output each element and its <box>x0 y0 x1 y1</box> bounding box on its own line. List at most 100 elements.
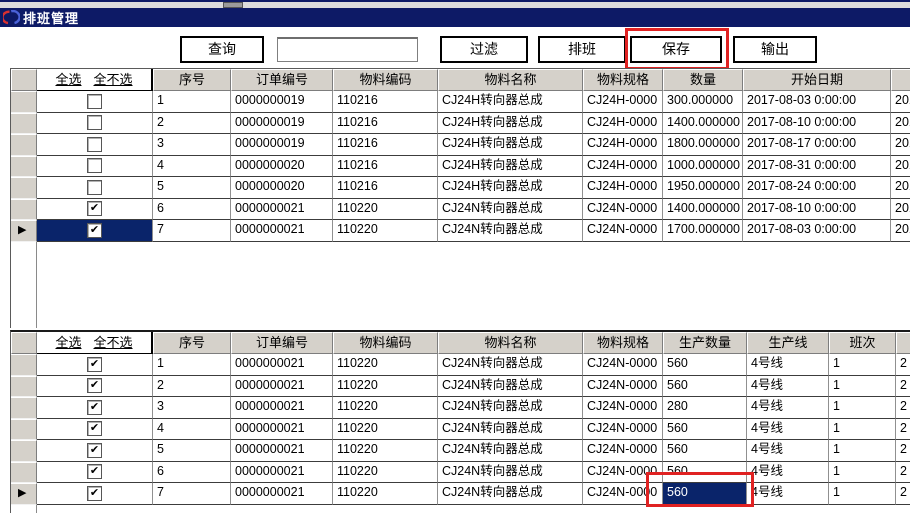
grid-cell[interactable]: 2 <box>896 397 910 419</box>
row-checkbox[interactable]: ✔ <box>87 201 102 217</box>
column-header[interactable] <box>896 332 910 354</box>
grid-cell[interactable]: 4号线 <box>747 483 829 505</box>
row-checkbox[interactable] <box>87 136 102 152</box>
grid-cell[interactable]: 2 <box>896 375 910 397</box>
grid-cell[interactable]: 1800.000000 <box>663 134 743 156</box>
row-checkbox-cell[interactable]: ✔ <box>37 397 153 419</box>
row-selector-cell[interactable] <box>11 91 37 113</box>
grid-cell[interactable]: 110220 <box>333 220 438 242</box>
grid-cell[interactable]: 5 <box>153 177 231 199</box>
grid-cell[interactable]: CJ24N-0000 <box>583 440 663 462</box>
grid-cell[interactable]: 110220 <box>333 440 438 462</box>
grid-cell[interactable]: 0000000021 <box>231 461 333 483</box>
grid-cell[interactable]: 1700.000000 <box>663 220 743 242</box>
grid-cell[interactable]: 4号线 <box>747 354 829 376</box>
row-checkbox-cell[interactable] <box>37 134 153 156</box>
grid-cell[interactable]: 4号线 <box>747 397 829 419</box>
grid-cell[interactable]: 0000000021 <box>231 375 333 397</box>
grid-cell[interactable]: 201 <box>891 220 910 242</box>
grid-cell[interactable]: CJ24H转向器总成 <box>438 177 583 199</box>
grid-cell[interactable]: 110220 <box>333 483 438 505</box>
row-selector-cell[interactable] <box>11 198 37 220</box>
grid-cell[interactable]: CJ24N转向器总成 <box>438 418 583 440</box>
column-header[interactable]: 序号 <box>153 69 231 91</box>
row-checkbox-cell[interactable]: ✔ <box>37 375 153 397</box>
row-checkbox-cell[interactable]: ✔ <box>37 354 153 376</box>
row-selector-cell[interactable] <box>11 177 37 199</box>
grid-cell[interactable]: 0000000021 <box>231 418 333 440</box>
row-checkbox[interactable] <box>87 158 102 174</box>
select-all-link[interactable]: 全选 <box>55 334 82 350</box>
grid-cell[interactable]: 2 <box>896 440 910 462</box>
row-checkbox[interactable] <box>87 93 102 109</box>
grid-cell[interactable]: 2017-08-31 0:00:00 <box>743 155 891 177</box>
schedule-button[interactable]: 排班 <box>538 36 626 63</box>
row-checkbox[interactable]: ✔ <box>87 442 102 458</box>
grid-cell[interactable]: 1400.000000 <box>663 198 743 220</box>
row-selector-cell[interactable] <box>11 354 37 376</box>
row-checkbox-cell[interactable]: ✔ <box>37 461 153 483</box>
column-header[interactable]: 生产线 <box>747 332 829 354</box>
row-checkbox-cell[interactable] <box>37 177 153 199</box>
grid-cell[interactable]: 2 <box>153 112 231 134</box>
grid-cell[interactable]: 2 <box>896 354 910 376</box>
grid-cell[interactable]: 4号线 <box>747 461 829 483</box>
grid-cell[interactable]: 0000000021 <box>231 397 333 419</box>
grid-cell[interactable]: 0000000019 <box>231 91 333 113</box>
row-checkbox[interactable]: ✔ <box>87 421 102 437</box>
grid-cell[interactable]: 0000000021 <box>231 198 333 220</box>
row-selector-cell[interactable] <box>11 397 37 419</box>
grid-cell[interactable]: 201 <box>891 91 910 113</box>
grid-cell[interactable]: 2017-08-10 0:00:00 <box>743 198 891 220</box>
grid-cell[interactable]: 0000000021 <box>231 220 333 242</box>
row-selector-cell[interactable] <box>11 155 37 177</box>
row-selector-cell[interactable] <box>11 134 37 156</box>
grid-cell[interactable]: CJ24N-0000 <box>583 198 663 220</box>
grid-cell[interactable]: CJ24N-0000 <box>583 418 663 440</box>
column-header[interactable]: 开始日期 <box>743 69 891 91</box>
row-checkbox[interactable]: ✔ <box>87 222 102 238</box>
column-header[interactable]: 订单编号 <box>231 69 333 91</box>
row-selector-cell[interactable] <box>11 418 37 440</box>
grid-cell[interactable]: 6 <box>153 461 231 483</box>
grid-cell[interactable]: 110220 <box>333 354 438 376</box>
grid-cell[interactable]: CJ24N-0000 <box>583 461 663 483</box>
grid-cell[interactable]: 560 <box>663 461 747 483</box>
column-header[interactable]: 物料编码 <box>333 332 438 354</box>
grid-cell[interactable]: 201 <box>891 198 910 220</box>
grid-cell[interactable]: 4号线 <box>747 440 829 462</box>
column-header[interactable]: 物料规格 <box>583 332 663 354</box>
grid-cell[interactable]: 7 <box>153 483 231 505</box>
column-header[interactable]: 序号 <box>153 332 231 354</box>
grid-cell[interactable]: 110220 <box>333 461 438 483</box>
grid-cell[interactable]: 560 <box>663 418 747 440</box>
grid-cell[interactable]: CJ24N-0000 <box>583 375 663 397</box>
grid-cell[interactable]: 110216 <box>333 155 438 177</box>
grid-cell[interactable]: 4号线 <box>747 418 829 440</box>
grid-cell[interactable]: 1 <box>153 91 231 113</box>
grid-cell[interactable]: 1 <box>829 375 896 397</box>
grid-cell[interactable]: 0000000021 <box>231 440 333 462</box>
grid-cell[interactable]: 5 <box>153 440 231 462</box>
grid-cell[interactable]: 2 <box>153 375 231 397</box>
output-button[interactable]: 输出 <box>733 36 817 63</box>
grid-cell[interactable]: 1000.000000 <box>663 155 743 177</box>
grid-cell[interactable]: 0000000019 <box>231 134 333 156</box>
row-checkbox[interactable]: ✔ <box>87 464 102 480</box>
grid-cell[interactable]: 560 <box>663 375 747 397</box>
grid-cell[interactable]: 0000000019 <box>231 112 333 134</box>
grid-cell[interactable]: 201 <box>891 134 910 156</box>
grid-cell[interactable]: CJ24N-0000 <box>583 354 663 376</box>
row-checkbox-cell[interactable]: ✔ <box>37 418 153 440</box>
grid-cell[interactable]: 3 <box>153 134 231 156</box>
grid-cell[interactable]: CJ24H转向器总成 <box>438 91 583 113</box>
row-checkbox[interactable] <box>87 179 102 195</box>
column-header[interactable]: 物料规格 <box>583 69 663 91</box>
column-header[interactable]: 物料编码 <box>333 69 438 91</box>
grid-cell[interactable]: 300.000000 <box>663 91 743 113</box>
grid-cell[interactable]: 560 <box>663 483 747 505</box>
row-checkbox[interactable]: ✔ <box>87 399 102 415</box>
column-header[interactable]: 班次 <box>829 332 896 354</box>
grid-cell[interactable]: 110220 <box>333 397 438 419</box>
grid-cell[interactable]: 201 <box>891 177 910 199</box>
